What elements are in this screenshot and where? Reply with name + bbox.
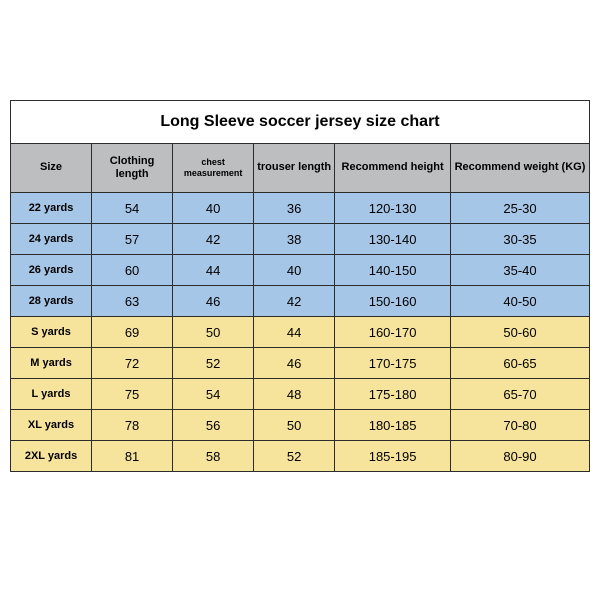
table-cell: 44 [254,317,335,348]
table-cell: 80-90 [450,441,589,472]
table-cell: 120-130 [335,193,451,224]
table-cell: 40 [173,193,254,224]
table-cell: 170-175 [335,348,451,379]
table-cell: 44 [173,255,254,286]
table-cell: 30-35 [450,224,589,255]
table-cell: 130-140 [335,224,451,255]
table-cell: XL yards [11,410,92,441]
table-cell: 140-150 [335,255,451,286]
size-chart-table: Long Sleeve soccer jersey size chart Siz… [10,100,590,472]
table-cell: 25-30 [450,193,589,224]
table-cell: 60 [92,255,173,286]
column-header: Recommend height [335,144,451,193]
table-cell: 26 yards [11,255,92,286]
column-header: Recommend weight (KG) [450,144,589,193]
table-cell: 35-40 [450,255,589,286]
table-cell: 81 [92,441,173,472]
table-cell: 150-160 [335,286,451,317]
table-cell: 40-50 [450,286,589,317]
table-row: 28 yards634642150-16040-50 [11,286,590,317]
table-row: 24 yards574238130-14030-35 [11,224,590,255]
table-cell: 56 [173,410,254,441]
table-cell: L yards [11,379,92,410]
column-header: chest measurement [173,144,254,193]
table-cell: 50-60 [450,317,589,348]
table-cell: 72 [92,348,173,379]
table-cell: 40 [254,255,335,286]
column-header: Clothing length [92,144,173,193]
table-row: 2XL yards815852185-19580-90 [11,441,590,472]
table-cell: 38 [254,224,335,255]
table-cell: 175-180 [335,379,451,410]
table-row: L yards755448175-18065-70 [11,379,590,410]
table-cell: 22 yards [11,193,92,224]
table-cell: 2XL yards [11,441,92,472]
column-header: trouser length [254,144,335,193]
table-cell: 50 [254,410,335,441]
table-cell: 160-170 [335,317,451,348]
table-cell: 69 [92,317,173,348]
table-cell: 75 [92,379,173,410]
table-header-row: SizeClothing lengthchest measurementtrou… [11,144,590,193]
table-cell: 65-70 [450,379,589,410]
size-chart-container: Long Sleeve soccer jersey size chart Siz… [10,100,590,472]
table-cell: M yards [11,348,92,379]
table-cell: 50 [173,317,254,348]
table-cell: 28 yards [11,286,92,317]
table-cell: 52 [254,441,335,472]
table-cell: 52 [173,348,254,379]
table-cell: 54 [173,379,254,410]
table-cell: 46 [173,286,254,317]
table-cell: 42 [173,224,254,255]
table-cell: 24 yards [11,224,92,255]
table-cell: 78 [92,410,173,441]
table-row: 22 yards544036120-13025-30 [11,193,590,224]
table-cell: 70-80 [450,410,589,441]
table-row: S yards695044160-17050-60 [11,317,590,348]
table-cell: 48 [254,379,335,410]
table-title-row: Long Sleeve soccer jersey size chart [11,101,590,144]
column-header: Size [11,144,92,193]
table-cell: 36 [254,193,335,224]
table-cell: 180-185 [335,410,451,441]
table-row: M yards725246170-17560-65 [11,348,590,379]
table-cell: 46 [254,348,335,379]
table-cell: 54 [92,193,173,224]
table-cell: 60-65 [450,348,589,379]
table-row: 26 yards604440140-15035-40 [11,255,590,286]
table-cell: 42 [254,286,335,317]
table-cell: 185-195 [335,441,451,472]
table-cell: 58 [173,441,254,472]
table-title: Long Sleeve soccer jersey size chart [11,101,590,144]
table-cell: S yards [11,317,92,348]
table-cell: 63 [92,286,173,317]
table-cell: 57 [92,224,173,255]
table-row: XL yards785650180-18570-80 [11,410,590,441]
